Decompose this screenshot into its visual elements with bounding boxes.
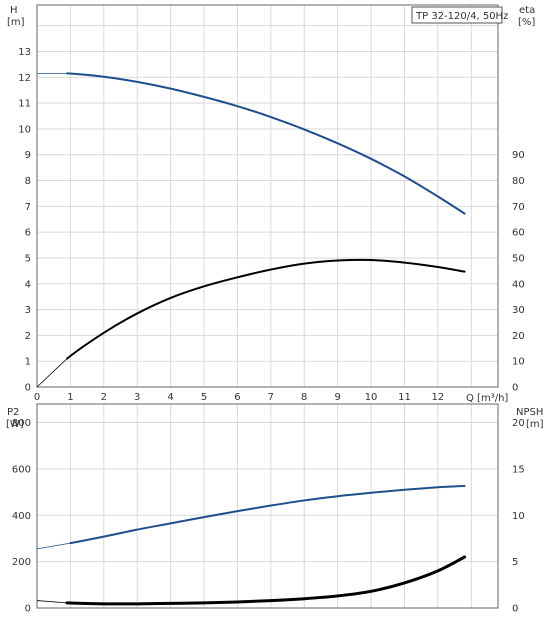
x-tick-label: 12	[432, 392, 445, 403]
curve-legend-text: TP 32-120/4, 50Hz	[415, 11, 508, 22]
x-tick-label: 0	[34, 392, 40, 403]
x-tick-label: 10	[365, 392, 378, 403]
bottom-chart: 0 200 400 600 800 0 5 10 15 20 P2 [W] NPSH [m]	[6, 403, 544, 615]
power-axis-unit: [W]	[6, 419, 24, 430]
left-tick-label: 9	[25, 150, 31, 161]
right-tick-label: 10	[512, 357, 525, 368]
npsh-axis-label: NPSH	[516, 407, 543, 418]
right-tick-label: 20	[512, 331, 525, 342]
bottom-left-ticks: 0 200 400 600 800	[12, 418, 31, 614]
left-tick-label: 400	[12, 511, 31, 522]
left-tick-label: 13	[18, 47, 31, 58]
left-tick-label: 10	[18, 124, 31, 135]
left-tick-label: 0	[25, 604, 31, 615]
left-tick-label: 1	[25, 357, 31, 368]
x-tick-label: 6	[234, 392, 240, 403]
right-tick-label: 20	[512, 418, 525, 429]
left-tick-label: 6	[25, 228, 31, 239]
right-tick-label: 80	[512, 176, 525, 187]
x-tick-label: 3	[134, 392, 140, 403]
top-grid	[36, 5, 498, 388]
x-tick-label: 7	[268, 392, 274, 403]
left-tick-label: 600	[12, 464, 31, 475]
right-tick-label: 60	[512, 228, 525, 239]
left-tick-label: 12	[18, 73, 31, 84]
flow-axis-label: Q [m³/h]	[466, 393, 508, 404]
x-tick-label: 1	[67, 392, 73, 403]
right-tick-label: 10	[512, 511, 525, 522]
bottom-plot-frame	[36, 403, 499, 609]
right-tick-label: 50	[512, 253, 525, 264]
right-tick-label: 15	[512, 464, 525, 475]
left-tick-label: 200	[12, 557, 31, 568]
x-tick-label: 9	[334, 392, 340, 403]
top-right-ticks: 0 10 20 30 40 50 60 70 80 90	[512, 150, 525, 393]
x-tick-label: 4	[167, 392, 173, 403]
left-tick-label: 2	[25, 331, 31, 342]
left-tick-label: 0	[25, 383, 31, 394]
left-tick-label: 3	[25, 305, 31, 316]
curve-legend: TP 32-120/4, 50Hz	[411, 6, 508, 24]
left-tick-label: 5	[25, 253, 31, 264]
right-tick-label: 30	[512, 305, 525, 316]
x-tick-label: 2	[101, 392, 107, 403]
series-lead-in	[36, 358, 68, 388]
left-tick-label: 4	[25, 279, 31, 290]
bottom-right-ticks: 0 5 10 15 20	[512, 418, 525, 614]
head-curve	[66, 72, 466, 215]
left-tick-label: 7	[25, 202, 31, 213]
power-axis-label: P2	[7, 407, 19, 418]
bottom-series	[36, 484, 467, 606]
efficiency-axis-label: eta	[519, 5, 535, 16]
right-tick-label: 90	[512, 150, 525, 161]
head-axis-unit: [m]	[7, 17, 25, 28]
right-tick-label: 0	[512, 604, 518, 615]
x-tick-label: 5	[201, 392, 207, 403]
top-x-ticks: 0 1 2 3 4 5 6 7 8 9 10 11 12	[34, 392, 444, 403]
top-series	[36, 72, 466, 388]
bottom-grid	[36, 404, 498, 609]
top-plot-frame	[36, 4, 499, 388]
head-axis-label: H	[10, 5, 18, 16]
series-lead-in	[36, 542, 71, 550]
left-tick-label: 800	[12, 418, 31, 429]
x-tick-label: 8	[301, 392, 307, 403]
efficiency-axis-unit: [%]	[518, 17, 535, 28]
curve-legend-box	[411, 6, 503, 24]
left-tick-label: 11	[18, 99, 31, 110]
series-lead-in	[36, 600, 68, 604]
right-tick-label: 0	[512, 383, 518, 394]
right-tick-label: 40	[512, 279, 525, 290]
npsh-axis-unit: [m]	[526, 419, 544, 430]
x-tick-label: 11	[398, 392, 411, 403]
right-tick-label: 70	[512, 202, 525, 213]
right-tick-label: 5	[512, 557, 518, 568]
left-tick-label: 8	[25, 176, 31, 187]
npsh-curve	[65, 555, 467, 606]
efficiency-curve	[66, 258, 466, 360]
power-curve	[69, 484, 466, 545]
